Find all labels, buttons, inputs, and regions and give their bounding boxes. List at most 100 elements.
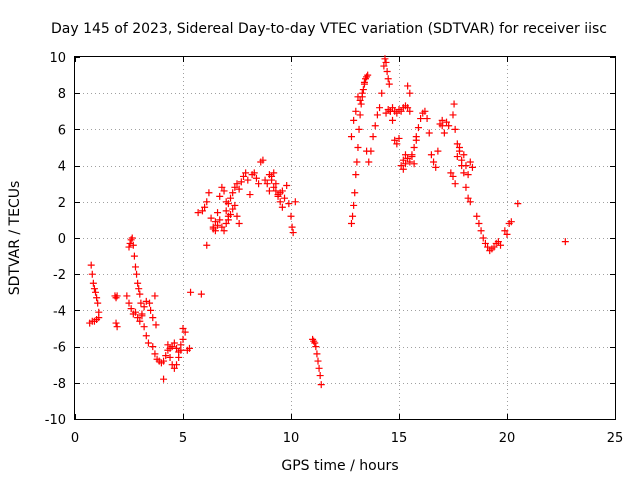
- data-point: [313, 350, 321, 358]
- data-point: [477, 227, 485, 235]
- data-point: [214, 221, 222, 229]
- data-point: [93, 294, 101, 302]
- data-point: [410, 160, 418, 168]
- series-seg-m: [473, 212, 505, 255]
- x-axis-label: GPS time / hours: [281, 458, 398, 474]
- data-point: [356, 111, 364, 119]
- data-point: [152, 321, 160, 329]
- data-point: [259, 156, 267, 164]
- data-point: [381, 55, 389, 63]
- data-point: [356, 96, 364, 104]
- data-point: [87, 261, 95, 269]
- data-point: [255, 180, 263, 188]
- data-point: [449, 111, 457, 119]
- data-point: [272, 187, 280, 195]
- data-point: [395, 134, 403, 142]
- data-point: [453, 140, 461, 148]
- data-point: [443, 118, 451, 126]
- data-point: [358, 89, 366, 97]
- data-point: [113, 323, 121, 331]
- data-point: [227, 194, 235, 202]
- data-point: [359, 86, 367, 94]
- data-point: [194, 209, 202, 217]
- data-point: [389, 104, 397, 112]
- data-point: [412, 136, 420, 144]
- x-tick-label: 25: [607, 431, 624, 446]
- data-point: [151, 350, 159, 358]
- data-point: [131, 263, 139, 271]
- data-point: [229, 189, 237, 197]
- data-point: [175, 348, 183, 356]
- data-point: [201, 203, 209, 211]
- data-point: [233, 180, 241, 188]
- data-point: [149, 343, 157, 351]
- data-point: [317, 381, 325, 389]
- y-axis-label: SDTVAR / TECUs: [7, 181, 23, 296]
- data-point: [164, 341, 172, 349]
- data-point: [473, 212, 481, 220]
- data-point: [149, 314, 157, 322]
- data-point: [272, 180, 280, 188]
- data-point: [365, 158, 373, 166]
- data-point: [235, 220, 243, 228]
- data-point: [268, 176, 276, 184]
- data-point: [220, 187, 228, 195]
- data-point: [89, 279, 97, 287]
- x-tick-label: 5: [179, 431, 187, 446]
- series-seg-d-upper: [164, 325, 187, 356]
- data-point: [364, 71, 372, 79]
- data-point: [92, 288, 100, 296]
- data-point: [177, 341, 185, 349]
- data-point: [207, 214, 215, 222]
- data-point: [214, 209, 222, 217]
- data-point: [451, 180, 459, 188]
- data-point: [382, 109, 390, 117]
- data-point: [466, 198, 474, 206]
- series-seg-i: [347, 71, 372, 228]
- data-point: [460, 169, 468, 177]
- data-point: [479, 234, 487, 242]
- data-point: [507, 218, 515, 226]
- data-point: [134, 279, 142, 287]
- data-points: [86, 55, 569, 389]
- data-point: [445, 122, 453, 130]
- data-point: [481, 239, 489, 247]
- data-point: [181, 328, 189, 336]
- data-point: [94, 299, 102, 307]
- data-point: [160, 357, 168, 365]
- data-point: [187, 288, 195, 296]
- data-point: [404, 154, 412, 162]
- data-point: [410, 144, 418, 151]
- data-point: [367, 147, 375, 155]
- data-point: [197, 290, 205, 298]
- series-seg-n: [501, 200, 569, 246]
- data-point: [357, 100, 365, 108]
- y-tick-label: 2: [58, 196, 66, 211]
- series-seg-d-outliers: [160, 241, 211, 383]
- data-point: [224, 200, 232, 208]
- data-point: [484, 243, 492, 251]
- data-point: [112, 294, 120, 302]
- data-point: [125, 299, 133, 307]
- data-point: [384, 75, 392, 83]
- data-point: [123, 292, 131, 300]
- data-point: [173, 361, 181, 369]
- y-tick-label: -8: [53, 377, 66, 392]
- data-point: [378, 89, 386, 97]
- series-seg-k: [397, 82, 446, 171]
- data-point: [128, 234, 136, 242]
- data-point: [385, 80, 393, 88]
- data-point: [353, 158, 361, 166]
- data-point: [168, 343, 176, 351]
- data-point: [278, 187, 286, 195]
- data-point: [270, 169, 278, 177]
- data-point: [185, 344, 193, 352]
- series-seg-a-left: [86, 314, 103, 327]
- data-point: [447, 169, 455, 177]
- data-point: [468, 163, 476, 171]
- data-point: [265, 171, 273, 179]
- series-seg-d-trough: [149, 328, 193, 372]
- series-seg-l-low: [449, 144, 474, 206]
- series-seg-j-band: [382, 102, 414, 117]
